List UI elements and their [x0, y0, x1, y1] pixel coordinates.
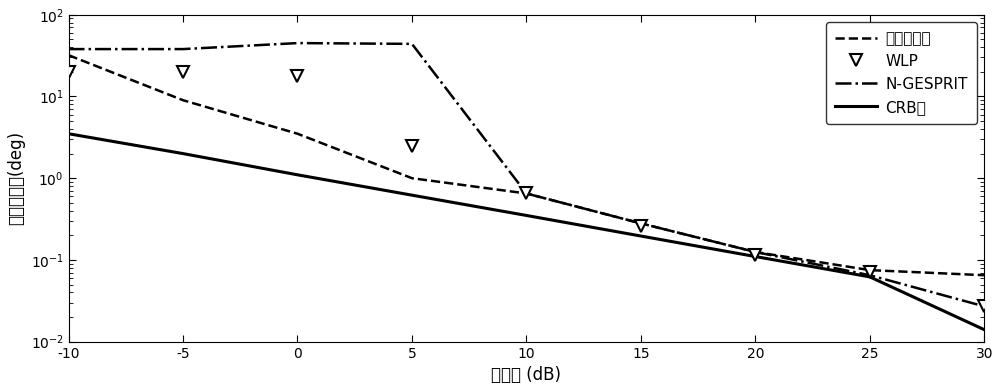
X-axis label: 信噪比 (dB): 信噪比 (dB): [491, 366, 561, 384]
Y-axis label: 均方根误差(deg): 均方根误差(deg): [7, 131, 25, 225]
Legend: 本发明方法, WLP, N-GESPRIT, CRB界: 本发明方法, WLP, N-GESPRIT, CRB界: [826, 22, 977, 124]
